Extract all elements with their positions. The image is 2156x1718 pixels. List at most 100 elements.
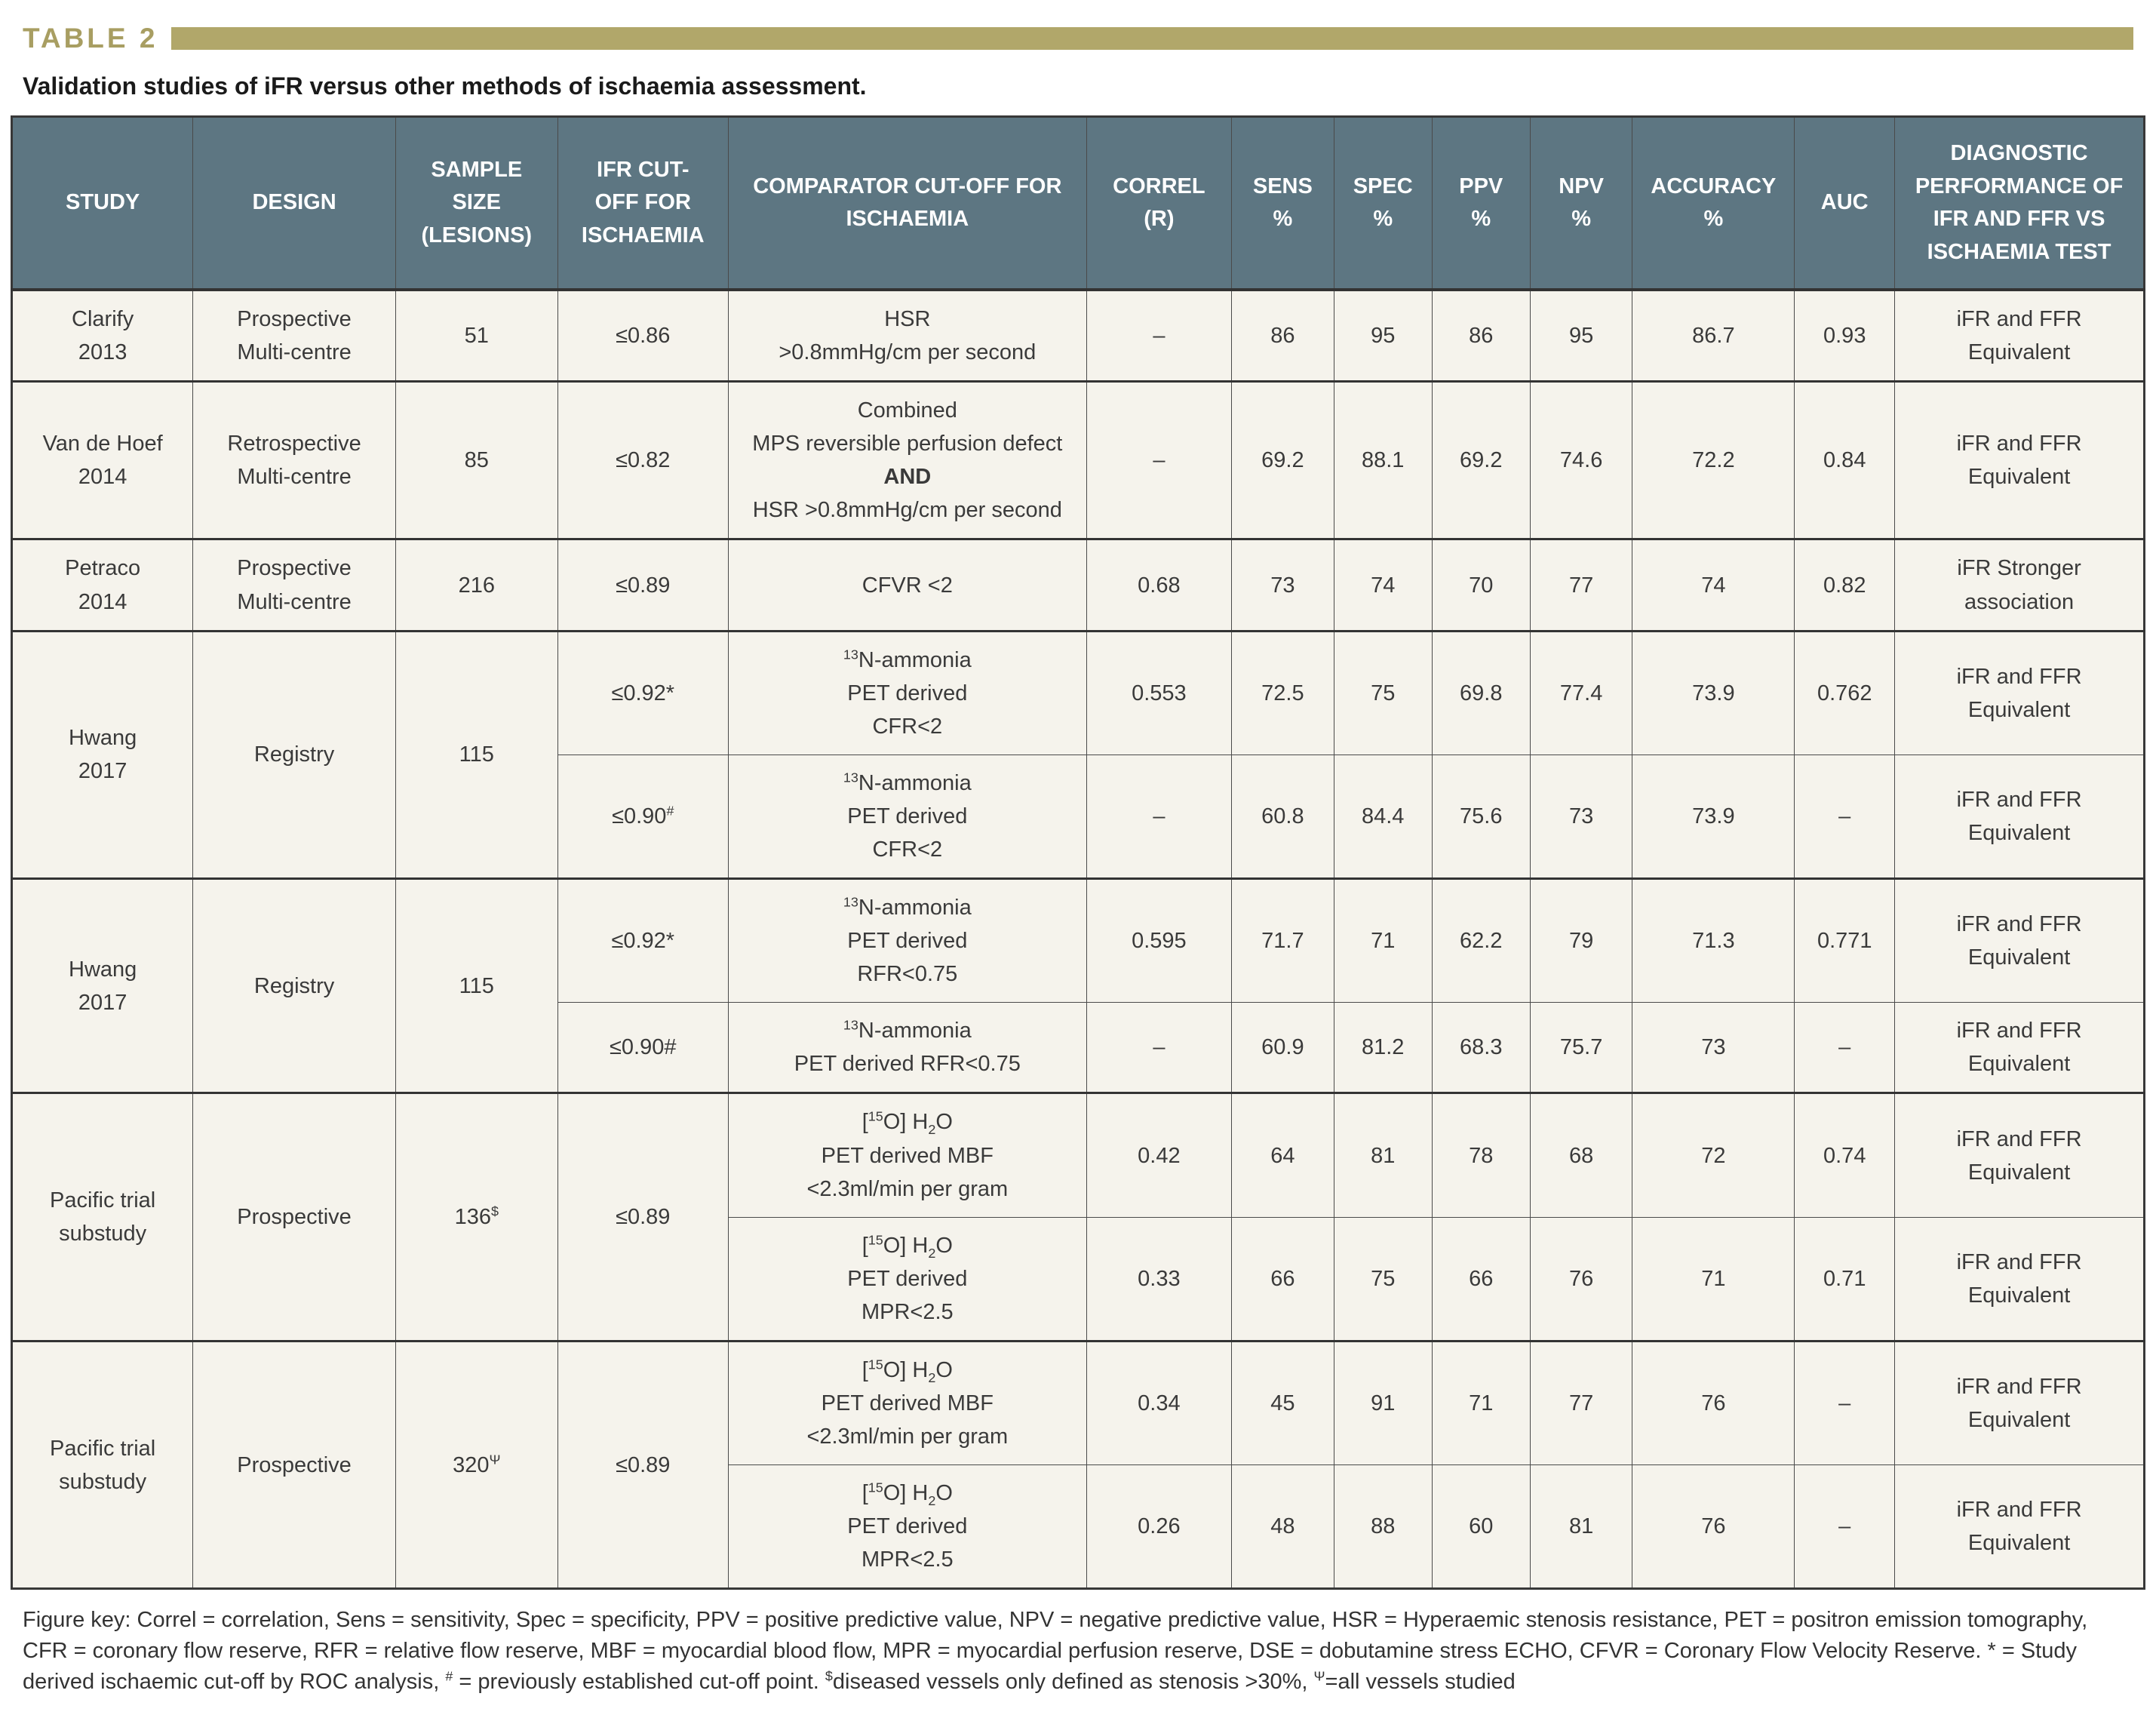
table-cell: 13N-ammonia PET derived RFR<0.75 xyxy=(727,1002,1087,1094)
table-cell: Prospective xyxy=(192,1092,396,1342)
table-cell: 0.68 xyxy=(1086,538,1233,632)
table-row: Hwang 2017 Registry 115 ≤0.92* 13N-ammonia PET… xyxy=(11,877,2145,1094)
table-cell: 88.1 xyxy=(1333,380,1433,540)
table-cell: iFR Stronger association xyxy=(1894,538,2145,632)
table-cell: 75 xyxy=(1333,1216,1433,1342)
table-cell: 48 xyxy=(1231,1464,1334,1590)
table-cell: iFR and FFR Equivalent xyxy=(1894,1339,2145,1466)
table-cell: [15O] H2O PET derived MPR<2.5 xyxy=(727,1216,1087,1342)
table-cell: Pacific trial substudy xyxy=(11,1339,194,1590)
table-cell: [15O] H2O PET derived MPR<2.5 xyxy=(727,1464,1087,1590)
table-cell: 13N-ammonia PET derived CFR<2 xyxy=(727,629,1087,755)
column-header: CORREL (R) xyxy=(1086,116,1233,291)
table-cell: 0.82 xyxy=(1794,538,1896,632)
table-cell: CFVR <2 xyxy=(727,538,1087,632)
table-cell: iFR and FFR Equivalent xyxy=(1894,629,2145,755)
table-cell: 81 xyxy=(1529,1464,1633,1590)
column-header: ACCURACY% xyxy=(1632,116,1795,291)
table-cell: Hwang 2017 xyxy=(11,877,194,1094)
table-cell: 74 xyxy=(1333,538,1433,632)
table-cell: 0.74 xyxy=(1794,1092,1896,1218)
table-cell: 0.42 xyxy=(1086,1092,1233,1218)
header-row: STUDY DESIGN SAMPLE SIZE (LESIONS) IFR CUT- OF… xyxy=(11,116,2145,291)
table-cell: ≤0.89 xyxy=(557,1339,729,1590)
table-cell: – xyxy=(1086,754,1233,880)
table-cell: 0.595 xyxy=(1086,877,1233,1003)
table-cell: iFR and FFR Equivalent xyxy=(1894,1464,2145,1590)
table-cell: 78 xyxy=(1431,1092,1531,1218)
table-caption: Validation studies of iFR versus other m… xyxy=(23,72,867,100)
table-cell: 45 xyxy=(1231,1339,1334,1466)
table-cell: 69.8 xyxy=(1431,629,1531,755)
table-cell: 77 xyxy=(1529,1339,1633,1466)
table-cell: 73 xyxy=(1529,754,1633,880)
table-cell: 75 xyxy=(1333,629,1433,755)
table-cell: 0.26 xyxy=(1086,1464,1233,1590)
column-header: COMPARATOR CUT-OFF FOR ISCHAEMIA xyxy=(727,116,1087,291)
table-cell: 71 xyxy=(1431,1339,1531,1466)
column-header: STUDY xyxy=(11,116,194,291)
table-cell: 0.771 xyxy=(1794,877,1896,1003)
table-cell: 84.4 xyxy=(1333,754,1433,880)
table-cell: iFR and FFR Equivalent xyxy=(1894,1002,2145,1094)
table-cell: Combined MPS reversible perfusion defect A… xyxy=(727,380,1087,540)
table-cell: 95 xyxy=(1333,289,1433,383)
table-cell: 70 xyxy=(1431,538,1531,632)
table-cell: 86.7 xyxy=(1632,289,1795,383)
table-cell: 0.33 xyxy=(1086,1216,1233,1342)
table-cell: – xyxy=(1794,1339,1896,1466)
table-cell: 79 xyxy=(1529,877,1633,1003)
table-cell: 136$ xyxy=(395,1092,558,1342)
table-cell: – xyxy=(1086,380,1233,540)
table-cell: iFR and FFR Equivalent xyxy=(1894,380,2145,540)
table-cell: ≤0.89 xyxy=(557,538,729,632)
validation-studies-table: STUDY DESIGN SAMPLE SIZE (LESIONS) IFR CUT- OF… xyxy=(11,115,2145,1590)
table-cell: iFR and FFR Equivalent xyxy=(1894,1092,2145,1218)
table-cell: 71.3 xyxy=(1632,877,1795,1003)
table-row: ≤0.90# 13N-ammonia PET derived RFR<0.75–60… xyxy=(12,1002,2145,1094)
table-cell: 64 xyxy=(1231,1092,1334,1218)
column-header: SPEC% xyxy=(1333,116,1433,291)
table-cell: 60.8 xyxy=(1231,754,1334,880)
table-cell: 76 xyxy=(1529,1216,1633,1342)
table-cell: 71 xyxy=(1632,1216,1795,1342)
table-cell: 86 xyxy=(1431,289,1531,383)
table-cell: 68 xyxy=(1529,1092,1633,1218)
table-cell: Registry xyxy=(192,629,396,880)
table-cell: [15O] H2O PET derived MBF <2.3ml/min per g… xyxy=(727,1092,1087,1218)
table-cell: 73.9 xyxy=(1632,629,1795,755)
table-cell: Pacific trial substudy xyxy=(11,1092,194,1342)
table-row: Pacific trial substudy Prospective 320Ψ ≤0.8… xyxy=(11,1339,2145,1590)
table-cell: 85 xyxy=(395,380,558,540)
table-cell: Registry xyxy=(192,877,396,1094)
table-cell: – xyxy=(1794,754,1896,880)
table-cell: HSR >0.8mmHg/cm per second xyxy=(727,289,1087,383)
table-cell: 115 xyxy=(395,629,558,880)
gold-accent-bar xyxy=(171,27,2133,50)
table-cell: 0.93 xyxy=(1794,289,1896,383)
table-cell: 72.2 xyxy=(1632,380,1795,540)
table-cell: Prospective Multi-centre xyxy=(192,538,396,632)
table-label: TABLE 2 xyxy=(23,23,158,54)
table-cell: Clarify 2013 xyxy=(11,289,194,383)
table-cell: ≤0.90# xyxy=(557,754,729,880)
table-cell: ≤0.92* xyxy=(557,629,729,755)
table-cell: 13N-ammonia PET derived RFR<0.75 xyxy=(727,877,1087,1003)
table-cell: Prospective xyxy=(192,1339,396,1590)
table-cell: Prospective Multi-centre xyxy=(192,289,396,383)
table-cell: 69.2 xyxy=(1231,380,1334,540)
table-cell: iFR and FFR Equivalent xyxy=(1894,289,2145,383)
column-header: DIAGNOSTIC PERFORMANCE OF IFR AND FFR VS IS… xyxy=(1894,116,2145,291)
column-header: NPV% xyxy=(1529,116,1633,291)
table-cell: 66 xyxy=(1431,1216,1531,1342)
table-cell: 72.5 xyxy=(1231,629,1334,755)
table-cell: 0.762 xyxy=(1794,629,1896,755)
table-cell: ≤0.82 xyxy=(557,380,729,540)
table-row: [15O] H2O PET derived MPR<2.5 0.33 66 75 66 76 7… xyxy=(12,1216,2145,1342)
table-cell: 81 xyxy=(1333,1092,1433,1218)
table-cell: 51 xyxy=(395,289,558,383)
table-cell: 71 xyxy=(1333,877,1433,1003)
figure-key: Figure key: Correl = correlation, Sens =… xyxy=(23,1608,2088,1694)
table-label-row: TABLE 2 xyxy=(23,23,2133,54)
